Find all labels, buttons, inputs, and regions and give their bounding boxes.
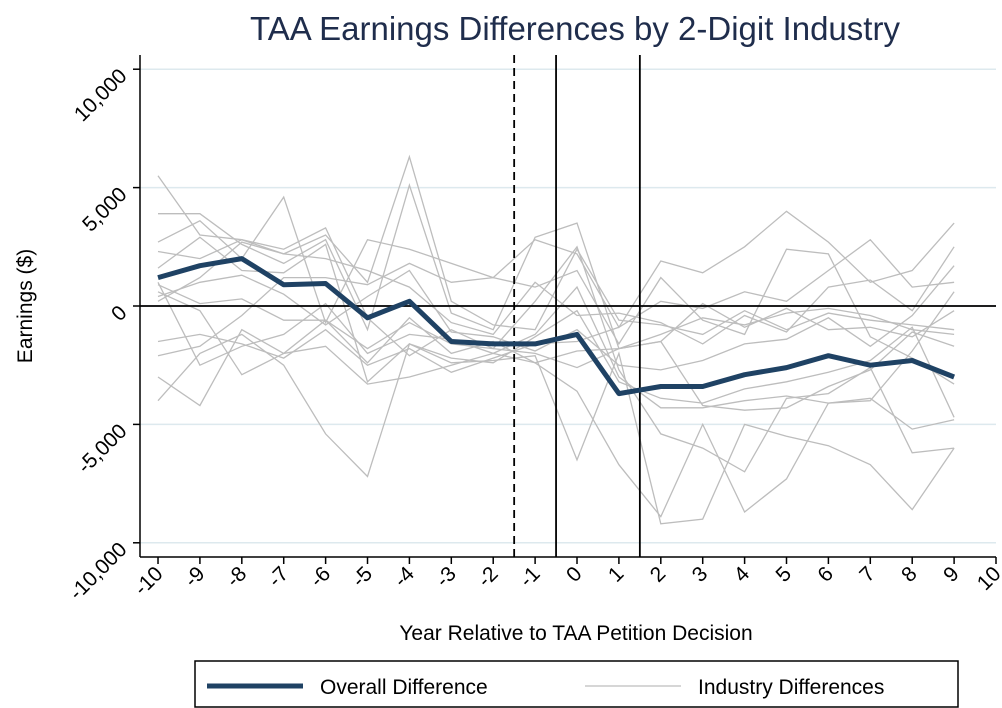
x-tick-label: 4 xyxy=(730,562,755,587)
x-tick-label: -9 xyxy=(180,562,209,591)
x-tick-label: -1 xyxy=(515,562,544,591)
x-tick-label: 9 xyxy=(939,562,964,587)
y-tick-label: 5,000 xyxy=(78,183,131,236)
x-tick-label: -5 xyxy=(348,562,377,591)
x-tick-label: -10 xyxy=(130,562,168,600)
x-tick-label: 8 xyxy=(897,562,922,587)
x-tick-label: 1 xyxy=(604,562,629,587)
y-tick-label: -5,000 xyxy=(73,420,131,478)
x-tick-label: 5 xyxy=(772,562,797,587)
x-tick-label: -8 xyxy=(222,562,251,591)
y-tick-label: 0 xyxy=(107,301,132,326)
x-tick-label: -2 xyxy=(473,562,502,591)
y-tick-label: 10,000 xyxy=(70,64,132,126)
legend-label: Industry Differences xyxy=(698,676,884,699)
x-tick-label: 2 xyxy=(646,562,671,587)
overall-line xyxy=(157,256,956,397)
x-tick-label: 7 xyxy=(855,562,880,587)
y-tick-label: -10,000 xyxy=(65,538,132,605)
legend-box xyxy=(194,660,959,708)
y-axis-label: Earnings ($) xyxy=(14,249,37,363)
x-tick-label: 3 xyxy=(688,562,713,587)
x-tick-label: 6 xyxy=(813,562,838,587)
x-axis-label: Year Relative to TAA Petition Decision xyxy=(399,622,752,645)
chart-title: TAA Earnings Differences by 2-Digit Indu… xyxy=(250,10,900,47)
x-tick-label: -3 xyxy=(431,562,460,591)
x-tick-label: -6 xyxy=(306,562,335,591)
x-tick-label: 0 xyxy=(562,562,587,587)
x-tick-label: -7 xyxy=(264,562,293,591)
x-tick-label: -4 xyxy=(389,562,419,592)
legend-label: Overall Difference xyxy=(320,676,488,699)
x-tick-label: 10 xyxy=(973,562,1002,595)
